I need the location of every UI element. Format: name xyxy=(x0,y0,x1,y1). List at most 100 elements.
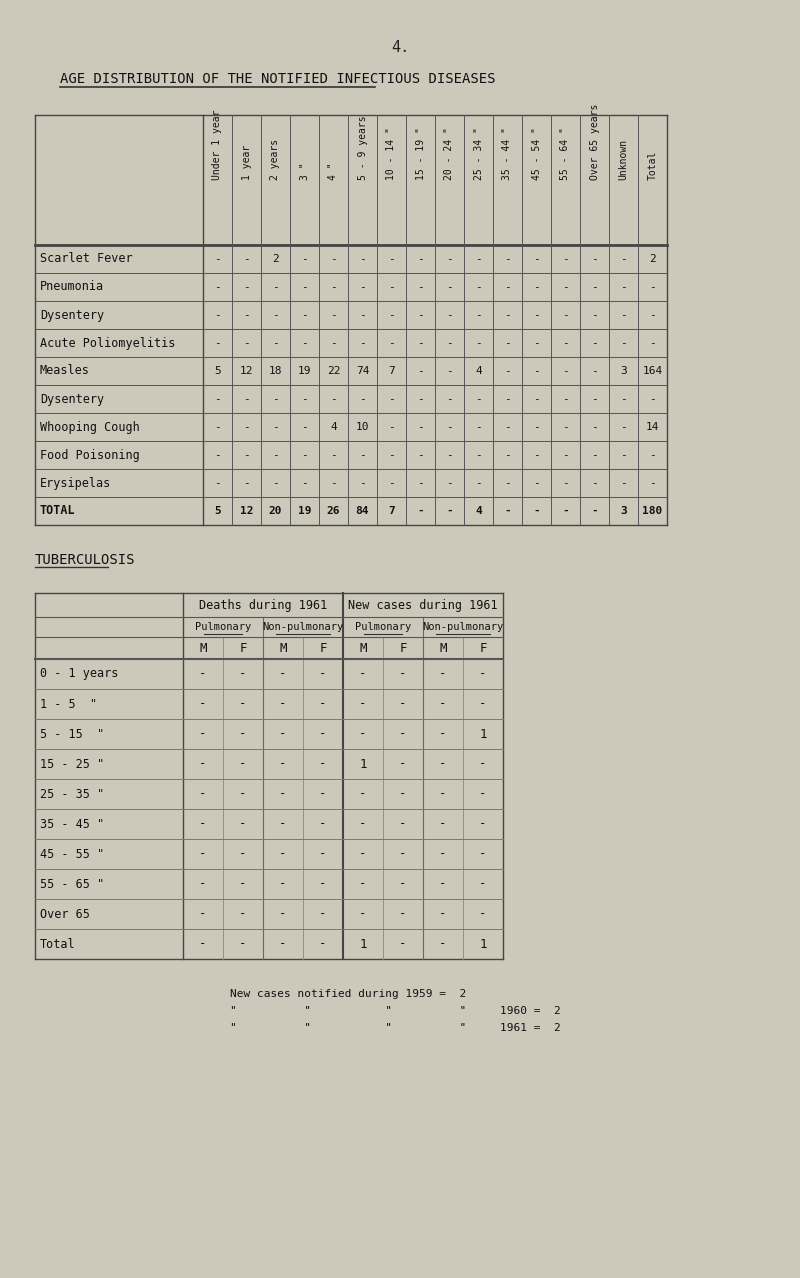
Text: 74: 74 xyxy=(356,366,370,376)
Text: -: - xyxy=(199,818,206,831)
Text: -: - xyxy=(504,478,511,488)
Text: -: - xyxy=(359,787,366,800)
Text: -: - xyxy=(243,478,250,488)
Text: -: - xyxy=(533,450,540,460)
Text: -: - xyxy=(399,938,406,951)
Text: -: - xyxy=(359,282,366,291)
Text: -: - xyxy=(479,787,486,800)
Text: 1: 1 xyxy=(479,727,486,740)
Text: -: - xyxy=(399,698,406,711)
Text: -: - xyxy=(439,818,446,831)
Text: -: - xyxy=(199,847,206,860)
Text: -: - xyxy=(359,254,366,265)
Text: 3: 3 xyxy=(620,506,627,516)
Text: -: - xyxy=(446,450,453,460)
Text: -: - xyxy=(319,787,326,800)
Text: -: - xyxy=(239,818,246,831)
Text: -: - xyxy=(504,311,511,320)
Text: 3: 3 xyxy=(620,366,627,376)
Text: 45 - 54 ": 45 - 54 " xyxy=(531,127,542,180)
Text: 20 - 24 ": 20 - 24 " xyxy=(445,127,454,180)
Text: 5 - 15  ": 5 - 15 " xyxy=(40,727,104,740)
Text: -: - xyxy=(504,282,511,291)
Text: -: - xyxy=(214,337,221,348)
Text: -: - xyxy=(591,422,598,432)
Text: -: - xyxy=(504,254,511,265)
Text: -: - xyxy=(199,878,206,891)
Text: -: - xyxy=(388,422,395,432)
Text: Deaths during 1961: Deaths during 1961 xyxy=(199,598,327,611)
Text: -: - xyxy=(239,698,246,711)
Text: -: - xyxy=(239,878,246,891)
Text: 15 - 25 ": 15 - 25 " xyxy=(40,758,104,771)
Text: -: - xyxy=(272,337,279,348)
Text: -: - xyxy=(417,254,424,265)
Text: 1: 1 xyxy=(479,938,486,951)
Text: 25 - 35 ": 25 - 35 " xyxy=(40,787,104,800)
Text: -: - xyxy=(591,394,598,404)
Text: 26: 26 xyxy=(326,506,340,516)
Text: -: - xyxy=(388,450,395,460)
Text: AGE DISTRIBUTION OF THE NOTIFIED INFECTIOUS DISEASES: AGE DISTRIBUTION OF THE NOTIFIED INFECTI… xyxy=(60,72,495,86)
Text: 84: 84 xyxy=(356,506,370,516)
Text: -: - xyxy=(243,422,250,432)
Text: -: - xyxy=(319,847,326,860)
Text: -: - xyxy=(446,254,453,265)
Text: -: - xyxy=(239,727,246,740)
Text: 20: 20 xyxy=(269,506,282,516)
Text: -: - xyxy=(239,787,246,800)
Text: Total: Total xyxy=(647,151,658,180)
Text: 19: 19 xyxy=(298,366,311,376)
Text: -: - xyxy=(272,422,279,432)
Text: -: - xyxy=(279,787,286,800)
Text: -: - xyxy=(301,450,308,460)
Text: -: - xyxy=(533,337,540,348)
Text: -: - xyxy=(279,938,286,951)
Text: Over 65: Over 65 xyxy=(40,907,90,920)
Text: -: - xyxy=(199,938,206,951)
Text: -: - xyxy=(359,311,366,320)
Text: 55 - 65 ": 55 - 65 " xyxy=(40,878,104,891)
Text: -: - xyxy=(562,282,569,291)
Text: -: - xyxy=(417,311,424,320)
Text: -: - xyxy=(279,878,286,891)
Text: M: M xyxy=(359,642,366,654)
Text: -: - xyxy=(504,337,511,348)
Text: Measles: Measles xyxy=(40,364,90,377)
Text: Non-pulmonary: Non-pulmonary xyxy=(262,622,344,633)
Text: F: F xyxy=(479,642,486,654)
Text: 10: 10 xyxy=(356,422,370,432)
Text: -: - xyxy=(591,450,598,460)
Text: -: - xyxy=(399,847,406,860)
Text: -: - xyxy=(533,506,540,516)
Text: -: - xyxy=(479,698,486,711)
Text: -: - xyxy=(243,254,250,265)
Text: -: - xyxy=(620,282,627,291)
Text: -: - xyxy=(319,938,326,951)
Text: -: - xyxy=(475,422,482,432)
Text: -: - xyxy=(417,450,424,460)
Text: -: - xyxy=(649,282,656,291)
Text: 180: 180 xyxy=(642,506,662,516)
Text: Unknown: Unknown xyxy=(618,139,629,180)
Text: -: - xyxy=(279,667,286,680)
Text: -: - xyxy=(243,282,250,291)
Text: -: - xyxy=(439,878,446,891)
Text: -: - xyxy=(504,422,511,432)
Text: -: - xyxy=(214,450,221,460)
Text: -: - xyxy=(214,394,221,404)
Text: -: - xyxy=(399,727,406,740)
Text: -: - xyxy=(439,698,446,711)
Text: 22: 22 xyxy=(326,366,340,376)
Text: 5: 5 xyxy=(214,366,221,376)
Text: -: - xyxy=(279,818,286,831)
Text: -: - xyxy=(504,450,511,460)
Text: -: - xyxy=(399,878,406,891)
Text: -: - xyxy=(399,667,406,680)
Text: -: - xyxy=(533,394,540,404)
Text: -: - xyxy=(239,758,246,771)
Text: Pulmonary: Pulmonary xyxy=(195,622,251,633)
Text: 1: 1 xyxy=(359,758,366,771)
Text: -: - xyxy=(591,506,598,516)
Text: M: M xyxy=(199,642,206,654)
